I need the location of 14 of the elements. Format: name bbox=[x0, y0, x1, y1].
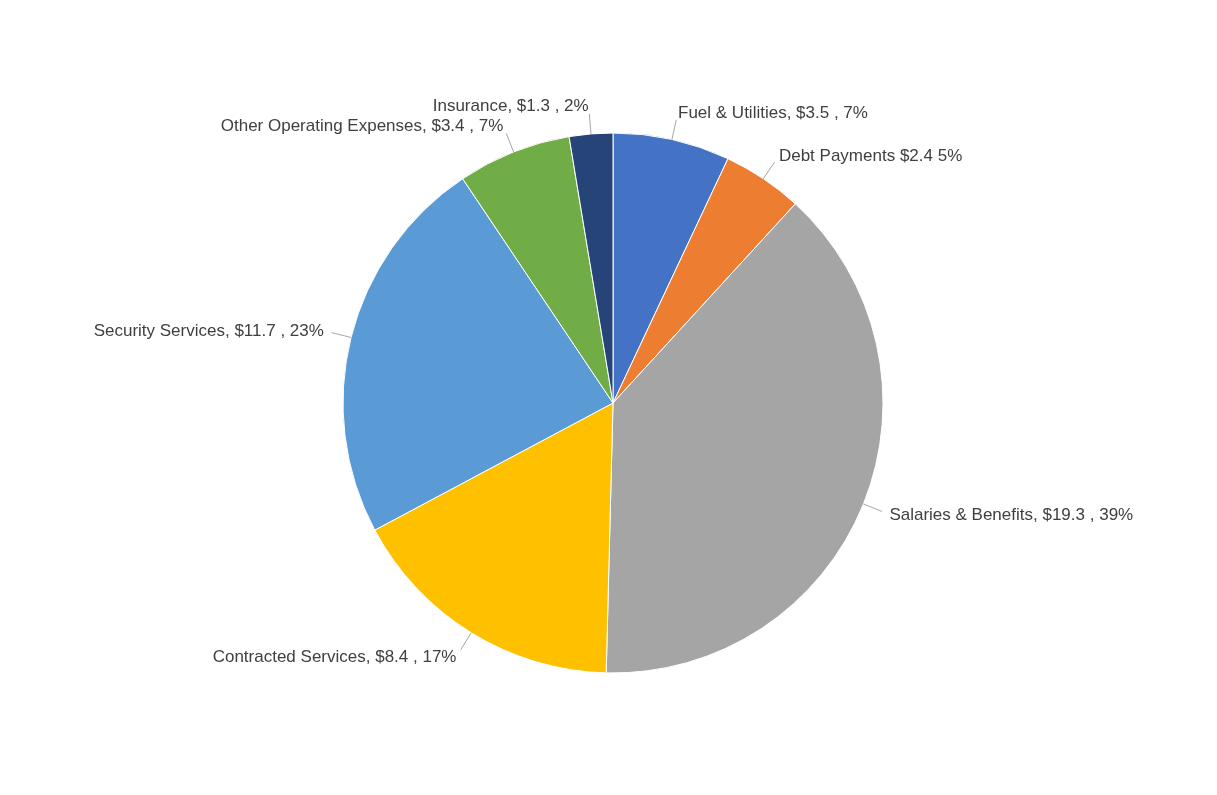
data-label: , $8.4 , 17% bbox=[365, 647, 457, 667]
slice-label: Salaries & Benefits bbox=[889, 504, 1034, 524]
data-label: , $19.3 , 39% bbox=[1033, 504, 1134, 524]
slice-label: Fuel & Utilities bbox=[678, 102, 787, 122]
data-label: , $3.4 , 7% bbox=[422, 116, 504, 136]
slice-label: Other Operating Expenses bbox=[220, 116, 423, 136]
slice-label: Security Services bbox=[93, 321, 225, 341]
slice-label: Contracted Services bbox=[212, 647, 366, 667]
slice-label: Debt Payments bbox=[778, 145, 896, 165]
data-label: , $11.7 , 23% bbox=[224, 321, 324, 341]
slice-label: Insurance bbox=[432, 96, 508, 116]
data-label: , $1.3 , 2% bbox=[507, 96, 589, 116]
data-label: , $3.5 , 7% bbox=[786, 102, 868, 122]
data-label: $2.4 5% bbox=[899, 145, 963, 165]
